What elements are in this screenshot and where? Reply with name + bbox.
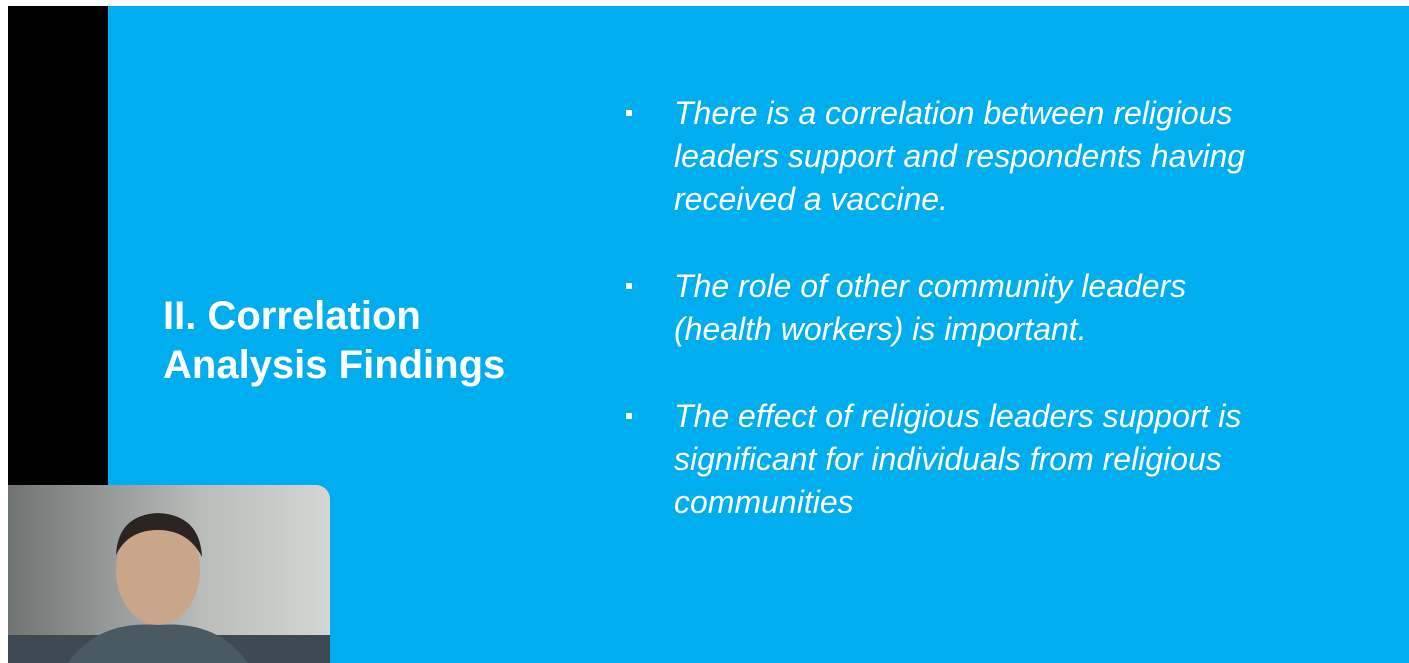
bullet-line: leaders support and respondents having bbox=[674, 135, 1245, 178]
webcam-figure bbox=[8, 485, 330, 663]
bullet-line: (health workers) is important. bbox=[674, 308, 1245, 351]
bullet-item: The effect of religious leaders support … bbox=[618, 395, 1245, 524]
slide-title: II. Correlation Analysis Findings bbox=[163, 292, 505, 390]
bullet-line: There is a correlation between religious bbox=[674, 92, 1245, 135]
bullet-line: significant for individuals from religio… bbox=[674, 438, 1245, 481]
bullet-item: There is a correlation between religious… bbox=[618, 92, 1245, 221]
bullet-line: The effect of religious leaders support … bbox=[674, 395, 1245, 438]
webcam-video bbox=[8, 485, 330, 663]
bullet-line: received a vaccine. bbox=[674, 178, 1245, 221]
bullet-item: The role of other community leaders(heal… bbox=[618, 265, 1245, 351]
screen: II. Correlation Analysis Findings There … bbox=[0, 0, 1409, 663]
bullet-list: There is a correlation between religious… bbox=[618, 92, 1245, 568]
title-line: Analysis Findings bbox=[163, 341, 505, 390]
bullet-line: communities bbox=[674, 481, 1245, 524]
title-line: II. Correlation bbox=[163, 292, 505, 341]
bullet-line: The role of other community leaders bbox=[674, 265, 1245, 308]
shoulders bbox=[68, 624, 248, 663]
